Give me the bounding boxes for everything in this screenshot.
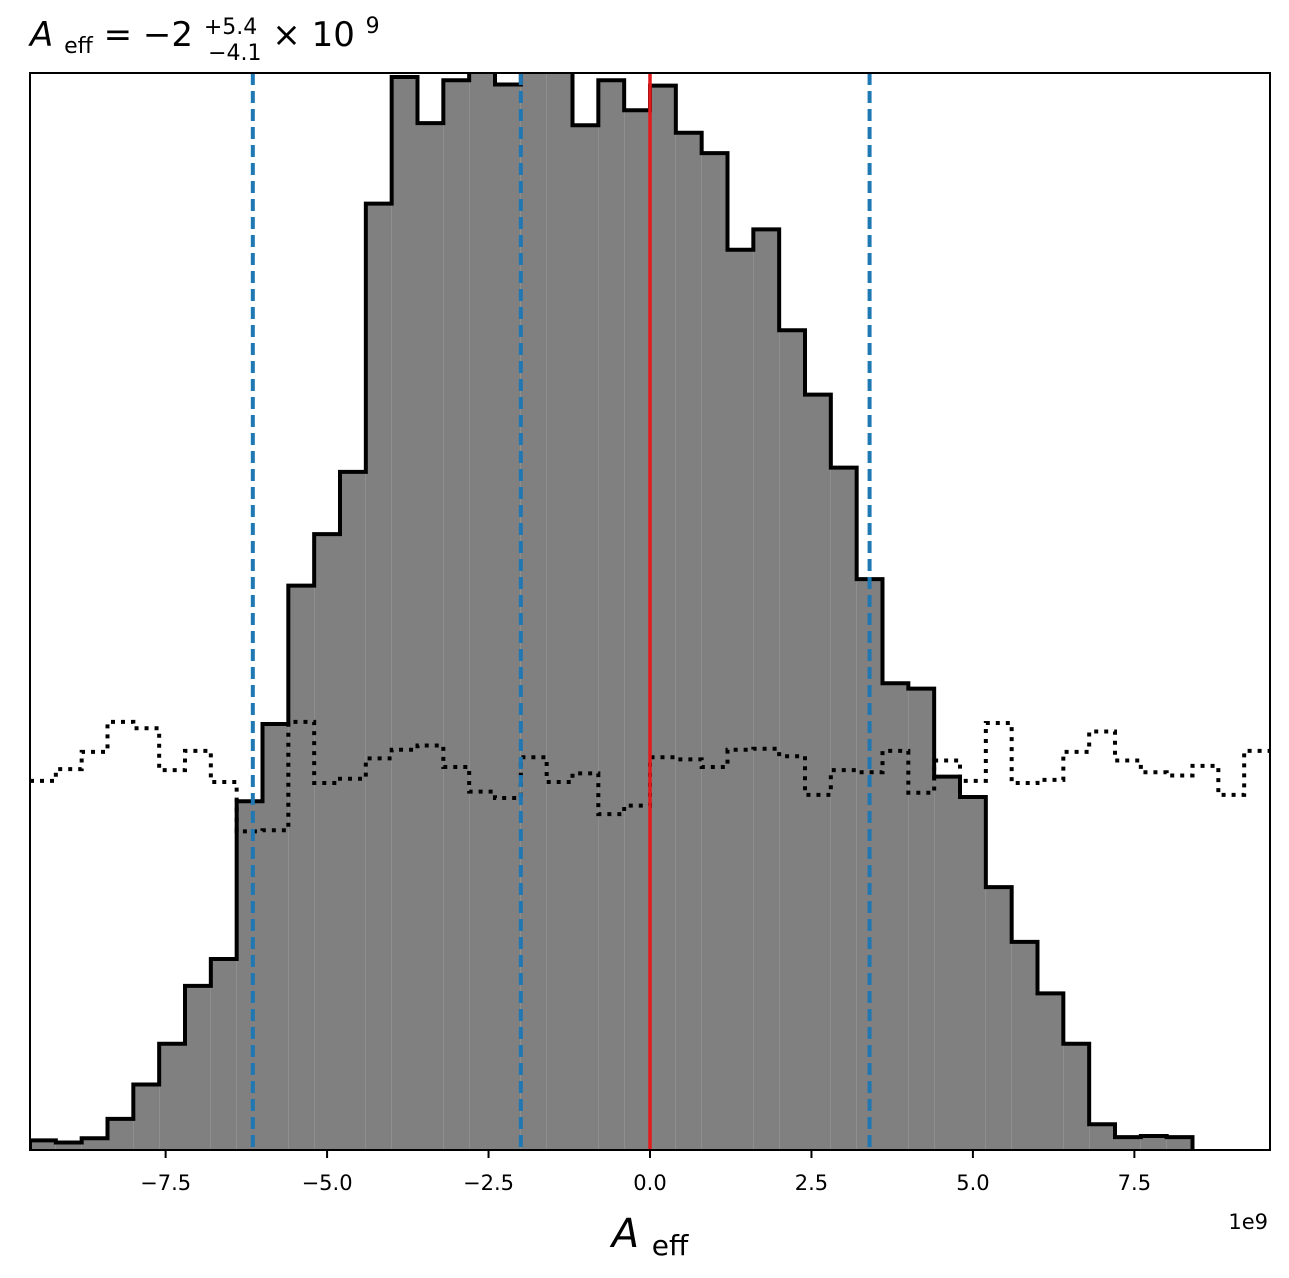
posterior-bar bbox=[417, 123, 444, 1150]
posterior-bar bbox=[934, 776, 960, 1150]
x-tick-label: 2.5 bbox=[795, 1171, 828, 1195]
posterior-bar bbox=[236, 801, 263, 1150]
posterior-bar bbox=[288, 585, 315, 1150]
x-tick-label: 5.0 bbox=[956, 1171, 989, 1195]
posterior-bar bbox=[572, 125, 599, 1150]
posterior-bar bbox=[805, 394, 831, 1150]
posterior-bar bbox=[1166, 1137, 1193, 1150]
x-tick-label: −5.0 bbox=[302, 1171, 353, 1195]
posterior-bar bbox=[30, 1140, 56, 1150]
posterior-bar bbox=[1115, 1137, 1141, 1150]
title-sub: −4.1 bbox=[208, 41, 261, 66]
posterior-bar bbox=[159, 1043, 185, 1150]
posterior-bar bbox=[1011, 941, 1038, 1150]
posterior-bar bbox=[262, 724, 289, 1150]
posterior-bar bbox=[546, 73, 573, 1150]
title-sup: +5.4 bbox=[204, 15, 257, 40]
posterior-bar bbox=[81, 1138, 108, 1150]
x-tick-label: −7.5 bbox=[140, 1171, 191, 1195]
x-axis-symbol: A bbox=[609, 1211, 639, 1257]
x-axis-ticks: −7.5 −5.0 −2.5 0.0 2.5 5.0 7.5 bbox=[140, 1150, 1151, 1195]
posterior-bar bbox=[701, 153, 728, 1150]
posterior-bar bbox=[314, 534, 340, 1150]
posterior-bar bbox=[727, 249, 754, 1150]
title-symbol-sub: eff bbox=[64, 34, 94, 59]
posterior-bar bbox=[753, 229, 780, 1150]
posterior-bar bbox=[960, 796, 986, 1150]
title-exp: 9 bbox=[366, 14, 380, 39]
title-symbol: A bbox=[28, 15, 53, 55]
x-tick-label: 7.5 bbox=[1118, 1171, 1151, 1195]
title-main: = −2 bbox=[104, 15, 193, 55]
chart-title: A eff = −2 +5.4 −4.1 × 10 9 bbox=[28, 3, 380, 69]
posterior-bar bbox=[133, 1084, 160, 1150]
posterior-bar bbox=[340, 471, 366, 1150]
posterior-bar bbox=[1140, 1136, 1167, 1150]
posterior-bar bbox=[1063, 1043, 1090, 1150]
posterior-bar bbox=[908, 688, 935, 1150]
posterior-bar bbox=[495, 84, 521, 1150]
posterior-bar bbox=[1037, 993, 1064, 1150]
posterior-bar bbox=[985, 887, 1012, 1150]
posterior-bar bbox=[675, 132, 702, 1150]
posterior-bar bbox=[882, 683, 909, 1150]
plot-frame bbox=[29, 72, 1271, 1151]
posterior-bar bbox=[598, 80, 625, 1150]
posterior-bar bbox=[210, 959, 237, 1150]
posterior-bar bbox=[779, 330, 805, 1150]
posterior-bar bbox=[391, 77, 418, 1150]
plot-area bbox=[30, 73, 1270, 1150]
title-suffix: × 10 bbox=[272, 15, 355, 55]
x-axis-offset-label: 1e9 bbox=[1228, 1210, 1268, 1234]
posterior-bar bbox=[185, 985, 211, 1150]
posterior-bar bbox=[55, 1142, 82, 1150]
posterior-step-outline bbox=[30, 73, 1195, 1150]
posterior-bar bbox=[830, 467, 857, 1150]
x-axis-symbol-sub: eff bbox=[652, 1229, 689, 1262]
x-axis-title: A eff bbox=[609, 1211, 689, 1262]
posterior-bar bbox=[469, 73, 495, 1150]
x-tick-label: −2.5 bbox=[463, 1171, 514, 1195]
posterior-bar bbox=[365, 203, 392, 1150]
posterior-bar bbox=[624, 110, 650, 1150]
posterior-bar bbox=[520, 73, 547, 1150]
x-tick-label: 0.0 bbox=[633, 1171, 666, 1195]
posterior-bar bbox=[107, 1118, 134, 1150]
posterior-bar bbox=[1089, 1124, 1115, 1150]
posterior-bar bbox=[443, 80, 470, 1150]
posterior-bar bbox=[650, 85, 676, 1150]
